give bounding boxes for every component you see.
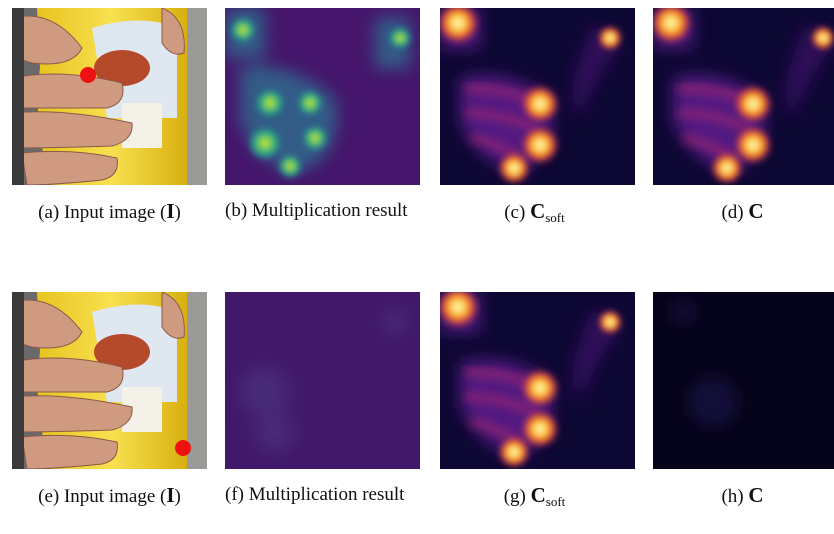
caption-text: Multiplication result: [249, 484, 405, 505]
caption-symbol: I: [166, 199, 174, 223]
caption-subscript: soft: [545, 210, 565, 225]
caption-label: (f): [225, 484, 244, 505]
caption-label: (a): [38, 202, 59, 223]
caption-label: (b): [225, 200, 247, 221]
caption-label: (g): [504, 486, 526, 507]
c-soft-map: [440, 8, 635, 185]
input-image: [12, 8, 207, 185]
multiplication-map: [225, 8, 420, 185]
caption-label: (h): [721, 486, 743, 507]
caption: (d) C: [640, 197, 834, 227]
c-soft-map: [440, 292, 635, 469]
caption-symbol: I: [166, 483, 174, 507]
caption-text: Input image (: [64, 486, 166, 507]
page: (a) Input image (I)(b) Multiplication re…: [0, 0, 834, 534]
caption-subscript: soft: [546, 494, 566, 509]
multiplication-map: [225, 292, 420, 469]
caption: (c) Csoft: [432, 197, 637, 232]
caption-label: (c): [504, 202, 525, 223]
c-map: [653, 292, 834, 469]
caption: (f) Multiplication result: [225, 481, 438, 509]
caption-after: ): [175, 486, 181, 507]
caption-symbol: C: [530, 199, 545, 223]
caption-text: Input image (: [64, 202, 166, 223]
caption-symbol: C: [748, 483, 763, 507]
caption-label: (d): [721, 202, 743, 223]
caption-text: Multiplication result: [252, 200, 408, 221]
caption: (e) Input image (I): [7, 481, 212, 511]
caption-symbol: C: [531, 483, 546, 507]
caption-symbol: C: [748, 199, 763, 223]
caption: (b) Multiplication result: [225, 197, 438, 225]
caption: (a) Input image (I): [7, 197, 212, 227]
c-map: [653, 8, 834, 185]
input-image: [12, 292, 207, 469]
caption: (g) Csoft: [432, 481, 637, 516]
caption: (h) C: [640, 481, 834, 511]
caption-after: ): [175, 202, 181, 223]
caption-label: (e): [38, 486, 59, 507]
